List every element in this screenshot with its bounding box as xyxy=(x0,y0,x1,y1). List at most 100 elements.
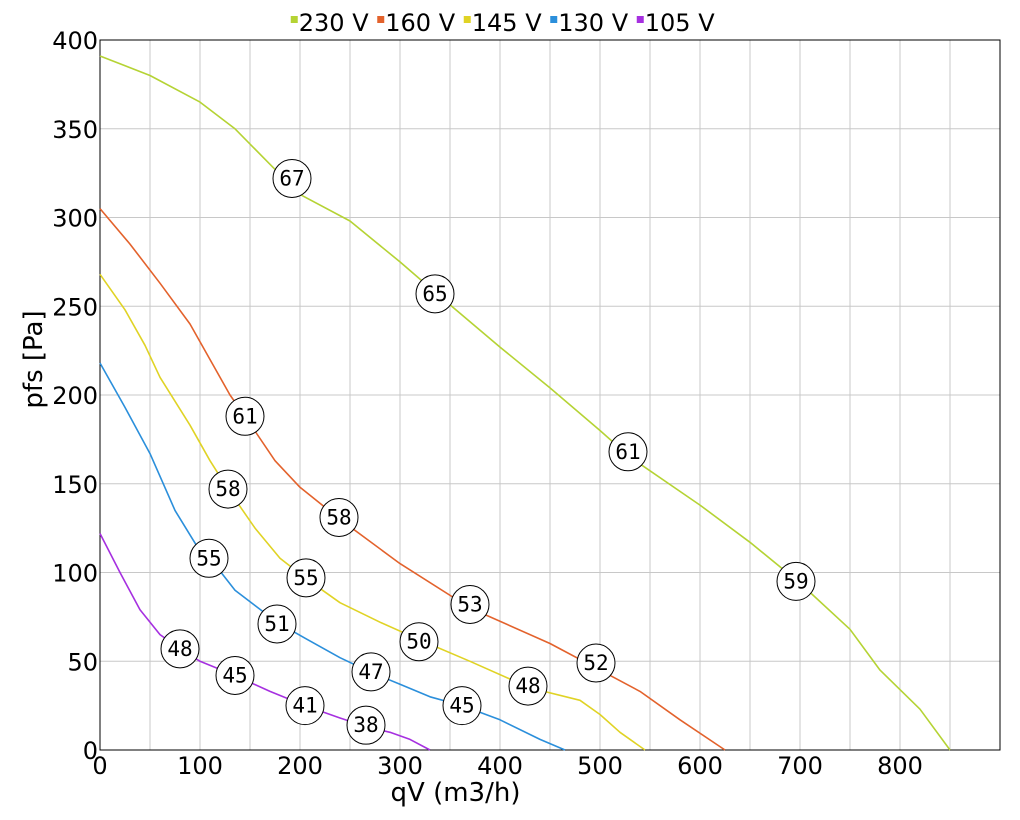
bubble-text: 45 xyxy=(449,694,474,718)
bubble-label: 61 xyxy=(608,432,648,472)
bubble-circle xyxy=(508,666,548,706)
bubble-circle xyxy=(208,469,248,509)
bubble-label: 67 xyxy=(272,158,312,198)
y-tick-label: 200 xyxy=(52,382,98,410)
x-tick-label: 500 xyxy=(577,752,623,780)
x-tick-label: 100 xyxy=(177,752,223,780)
y-tick-label: 0 xyxy=(83,737,98,765)
bubble-circle xyxy=(286,558,326,598)
bubble-circle xyxy=(351,652,391,692)
bubble-text: 47 xyxy=(358,660,383,684)
legend-item: 160 V xyxy=(377,9,456,37)
bubble-text: 58 xyxy=(215,477,240,501)
legend-swatch xyxy=(463,16,471,23)
bubble-text: 59 xyxy=(783,569,808,593)
y-tick-label: 350 xyxy=(52,116,98,144)
bubble-text: 50 xyxy=(406,630,431,654)
bubble-label: 58 xyxy=(319,497,359,537)
bubble-text: 58 xyxy=(326,505,351,529)
bubble-text: 65 xyxy=(422,282,447,306)
legend-item: 130 V xyxy=(550,9,629,37)
bubble-label: 55 xyxy=(286,558,326,598)
bubble-text: 38 xyxy=(353,713,378,737)
legend-swatch xyxy=(550,16,558,23)
bubble-label: 65 xyxy=(415,274,455,314)
bubble-text: 45 xyxy=(222,663,247,687)
x-tick-label: 400 xyxy=(477,752,523,780)
bubble-label: 45 xyxy=(442,686,482,726)
bubble-text: 51 xyxy=(264,612,289,636)
bubble-label: 45 xyxy=(215,655,255,695)
bubble-circle xyxy=(272,158,312,198)
legend-label: 105 V xyxy=(645,9,715,37)
bubble-circle xyxy=(346,705,386,745)
bubble-circle xyxy=(450,584,490,624)
bubble-circle xyxy=(415,274,455,314)
legend-label: 130 V xyxy=(558,9,628,37)
y-tick-label: 300 xyxy=(52,205,98,233)
bubble-text: 53 xyxy=(457,592,482,616)
bubble-circle xyxy=(225,396,265,436)
bubble-circle xyxy=(776,561,816,601)
bubble-circle xyxy=(285,686,325,726)
legend-label: 160 V xyxy=(385,9,455,37)
x-tick-label: 200 xyxy=(277,752,323,780)
bubble-circle xyxy=(576,643,616,683)
x-tick-label: 600 xyxy=(677,752,723,780)
y-tick-label: 150 xyxy=(52,471,98,499)
series-line-1 xyxy=(99,208,726,751)
bubble-circle xyxy=(257,604,297,644)
x-tick-label: 800 xyxy=(877,752,923,780)
bubble-label: 52 xyxy=(576,643,616,683)
bubble-text: 48 xyxy=(515,674,540,698)
legend-item: 230 V xyxy=(290,9,369,37)
legend-label: 145 V xyxy=(472,9,542,37)
series-layer xyxy=(99,55,951,751)
bubble-label: 58 xyxy=(208,469,248,509)
legend-label: 230 V xyxy=(299,9,369,37)
bubble-circle xyxy=(160,629,200,669)
bubble-label: 59 xyxy=(776,561,816,601)
bubble-circle xyxy=(189,538,229,578)
bubble-label: 50 xyxy=(399,622,439,662)
bubble-label: 38 xyxy=(346,705,386,745)
bubble-label: 48 xyxy=(508,666,548,706)
bubble-circle xyxy=(215,655,255,695)
plot-frame xyxy=(99,39,1001,751)
x-tick-label: 300 xyxy=(377,752,423,780)
bubble-text: 61 xyxy=(232,404,257,428)
grid xyxy=(99,39,1001,751)
bubble-text: 48 xyxy=(167,637,192,661)
bubble-label: 61 xyxy=(225,396,265,436)
y-axis-title: pfs [Pa] xyxy=(19,310,49,408)
bubble-label: 51 xyxy=(257,604,297,644)
legend-item: 105 V xyxy=(636,9,715,37)
bubble-label: 53 xyxy=(450,584,490,624)
x-tick-label: 0 xyxy=(92,752,107,780)
series-line-0 xyxy=(99,55,951,751)
y-tick-label: 400 xyxy=(52,27,98,55)
bubble-label: 41 xyxy=(285,686,325,726)
bubble-text: 55 xyxy=(293,566,318,590)
x-tick-labels: 0 100 200 300 400 500 600 700 800 xyxy=(92,752,923,780)
bubble-circle xyxy=(608,432,648,472)
y-tick-label: 100 xyxy=(52,560,98,588)
bubble-label: 48 xyxy=(160,629,200,669)
bubble-text: 55 xyxy=(196,546,221,570)
bubble-label: 55 xyxy=(189,538,229,578)
y-tick-labels: 0 50 100 150 200 250 300 350 400 xyxy=(52,27,98,765)
legend-swatch xyxy=(290,16,298,23)
x-tick-label: 700 xyxy=(777,752,823,780)
bubble-circle xyxy=(319,497,359,537)
bubble-label: 47 xyxy=(351,652,391,692)
legend: 230 V 160 V 145 V 130 V 105 V xyxy=(290,9,715,37)
legend-item: 145 V xyxy=(463,9,542,37)
series-line-3 xyxy=(99,362,566,751)
bubble-text: 52 xyxy=(583,651,608,675)
bubble-text: 41 xyxy=(292,694,317,718)
y-tick-label: 50 xyxy=(67,648,98,676)
legend-swatch xyxy=(377,16,385,23)
x-axis-title: qV (m3/h) xyxy=(391,778,521,808)
